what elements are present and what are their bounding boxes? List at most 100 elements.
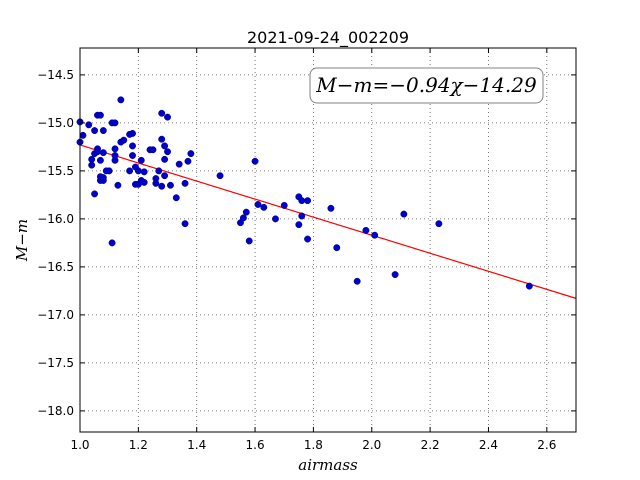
y-tick-label: −15.5: [37, 164, 74, 178]
x-tick-label: 2.6: [537, 438, 556, 452]
annotation-box: [309, 67, 544, 104]
data-point: [172, 194, 180, 202]
x-tick-label: 2.4: [479, 438, 498, 452]
data-point: [242, 208, 250, 216]
y-tick-label: −16.5: [37, 260, 74, 274]
chart-title: 2021-09-24_002209: [247, 28, 409, 48]
axis-ticks: 1.0 1.2 1.4 1.6 1.8 2.0 2.2 2.4 2.6 −14.5 −15.0 −15…: [37, 48, 576, 452]
data-point: [140, 178, 148, 186]
data-point: [362, 226, 370, 234]
data-point: [96, 156, 104, 164]
fit-equation-text: M−m=−0.94χ−14.29: [315, 73, 537, 97]
data-point: [166, 181, 174, 189]
data-point: [333, 244, 341, 252]
data-point: [327, 204, 335, 212]
data-point: [158, 135, 166, 143]
data-point: [140, 168, 148, 176]
x-tick-label: 1.6: [246, 438, 265, 452]
y-tick-label: −14.5: [37, 68, 74, 82]
data-point: [105, 167, 113, 175]
grid-lines: [79, 48, 576, 432]
data-point: [85, 121, 93, 129]
data-point: [371, 231, 379, 239]
plot-frame: [79, 47, 577, 433]
data-point: [216, 172, 224, 180]
data-point: [181, 179, 189, 187]
x-tick-label: 1.2: [129, 438, 148, 452]
data-point: [120, 136, 128, 144]
data-point: [175, 160, 183, 168]
data-point: [161, 172, 169, 180]
data-point: [254, 201, 262, 208]
data-point: [117, 96, 125, 104]
data-point: [149, 146, 157, 154]
data-point: [152, 179, 160, 187]
x-tick-label: 2.2: [421, 438, 440, 452]
x-tick-label: 1.0: [70, 438, 89, 452]
data-point: [184, 157, 192, 165]
data-point: [111, 119, 119, 127]
data-point: [91, 190, 99, 198]
data-point: [304, 235, 312, 243]
data-point: [88, 161, 96, 169]
data-point: [137, 156, 145, 164]
data-point: [88, 155, 96, 163]
data-point: [161, 155, 169, 163]
y-tick-label: −17.5: [37, 356, 74, 370]
fit-equation-annotation: M−m=−0.94χ−14.29: [309, 67, 544, 104]
data-point: [353, 277, 361, 285]
data-point: [298, 197, 306, 205]
y-tick-label: −15.0: [37, 116, 74, 130]
plot-area: [80, 48, 576, 432]
y-axis-label: M−m: [13, 219, 31, 262]
fit-line: [79, 144, 577, 299]
data-point: [114, 181, 122, 189]
data-point: [181, 220, 189, 228]
data-point: [400, 210, 408, 218]
data-point: [161, 142, 169, 150]
data-point: [435, 220, 443, 228]
data-point: [79, 131, 87, 139]
data-point: [155, 167, 163, 175]
data-point: [129, 129, 136, 137]
data-point: [126, 167, 134, 175]
data-point: [108, 239, 116, 247]
data-point: [525, 282, 533, 290]
data-point: [99, 174, 107, 182]
data-point: [164, 113, 171, 121]
data-point: [91, 127, 99, 135]
data-point: [272, 215, 279, 223]
data-point: [295, 221, 303, 229]
data-point: [158, 109, 166, 117]
data-point: [239, 214, 247, 222]
x-tick-label: 2.0: [362, 438, 381, 452]
x-tick-label: 1.8: [304, 438, 323, 452]
x-tick-label: 1.4: [187, 438, 206, 452]
data-point: [99, 149, 107, 157]
data-points: [76, 96, 533, 290]
data-point: [164, 148, 171, 156]
data-point: [251, 157, 259, 165]
data-point: [111, 145, 119, 153]
y-tick-label: −16.0: [37, 212, 74, 226]
data-point: [187, 150, 195, 158]
fit-line-group: [79, 144, 577, 299]
data-point: [99, 127, 107, 135]
data-point: [158, 182, 166, 190]
data-point: [129, 142, 136, 150]
data-point: [391, 271, 399, 279]
data-point: [129, 152, 136, 159]
data-point: [134, 167, 142, 175]
data-point: [260, 203, 268, 211]
data-point: [304, 197, 312, 205]
y-tick-label: −18.0: [37, 404, 74, 418]
x-axis-label: airmass: [298, 456, 358, 474]
data-point: [96, 111, 104, 119]
y-tick-label: −17.0: [37, 308, 74, 322]
data-point: [111, 156, 119, 164]
data-point: [298, 212, 306, 220]
data-point: [94, 148, 101, 156]
data-point: [280, 201, 288, 209]
data-point: [245, 237, 253, 245]
